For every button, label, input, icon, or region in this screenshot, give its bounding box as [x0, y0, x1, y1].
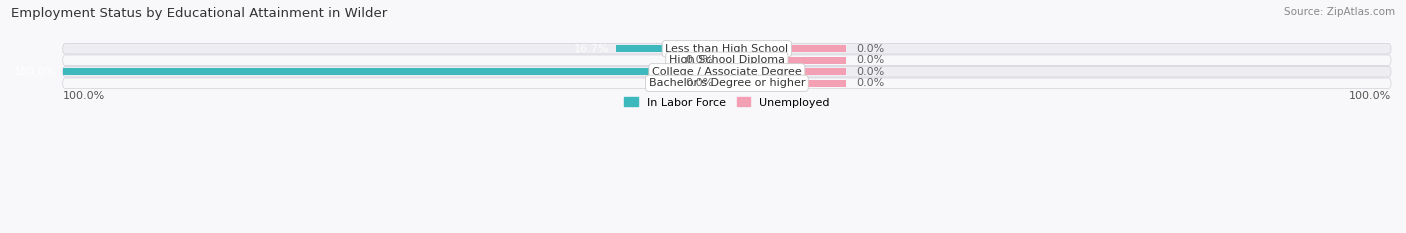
Text: 100.0%: 100.0% — [14, 67, 56, 77]
Text: High School Diploma: High School Diploma — [669, 55, 785, 65]
FancyBboxPatch shape — [63, 55, 1391, 65]
Text: Employment Status by Educational Attainment in Wilder: Employment Status by Educational Attainm… — [11, 7, 388, 20]
Text: College / Associate Degree: College / Associate Degree — [652, 67, 801, 77]
Text: 0.0%: 0.0% — [856, 44, 884, 54]
Text: 0.0%: 0.0% — [685, 78, 714, 88]
FancyBboxPatch shape — [63, 78, 1391, 89]
Text: 0.0%: 0.0% — [685, 55, 714, 65]
Text: 0.0%: 0.0% — [856, 55, 884, 65]
Bar — [727, 45, 846, 52]
Text: 0.0%: 0.0% — [856, 67, 884, 77]
FancyBboxPatch shape — [63, 43, 1391, 54]
Bar — [727, 57, 846, 64]
Bar — [727, 69, 846, 75]
Text: 16.7%: 16.7% — [574, 44, 609, 54]
Text: 100.0%: 100.0% — [1348, 91, 1391, 101]
Bar — [63, 69, 727, 75]
Text: Source: ZipAtlas.com: Source: ZipAtlas.com — [1284, 7, 1395, 17]
Bar — [727, 80, 846, 87]
FancyBboxPatch shape — [63, 66, 1391, 77]
Text: Less than High School: Less than High School — [665, 44, 789, 54]
Text: 0.0%: 0.0% — [856, 78, 884, 88]
Bar — [616, 45, 727, 52]
Legend: In Labor Force, Unemployed: In Labor Force, Unemployed — [620, 93, 834, 112]
Text: 100.0%: 100.0% — [63, 91, 105, 101]
Text: Bachelor's Degree or higher: Bachelor's Degree or higher — [648, 78, 806, 88]
